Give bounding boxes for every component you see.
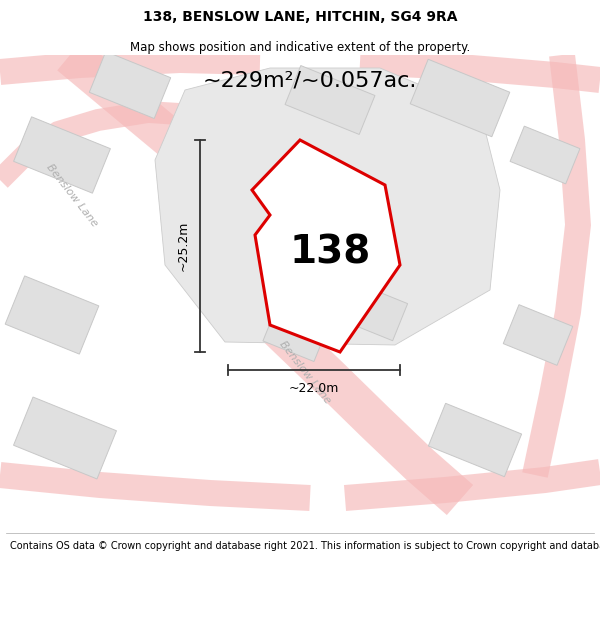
Polygon shape	[285, 66, 375, 134]
Polygon shape	[14, 397, 116, 479]
Polygon shape	[252, 140, 400, 352]
Text: ~25.2m: ~25.2m	[177, 221, 190, 271]
Text: Benslow Lane: Benslow Lane	[44, 162, 100, 228]
Polygon shape	[220, 268, 473, 515]
Polygon shape	[359, 49, 600, 93]
Polygon shape	[0, 101, 196, 188]
Polygon shape	[522, 54, 591, 478]
Polygon shape	[89, 51, 170, 119]
Text: Benslow Lane: Benslow Lane	[277, 339, 332, 406]
Polygon shape	[263, 309, 327, 361]
Polygon shape	[0, 462, 311, 511]
Polygon shape	[510, 126, 580, 184]
Text: 138: 138	[289, 233, 371, 271]
Text: ~229m²/~0.057ac.: ~229m²/~0.057ac.	[203, 70, 417, 90]
Polygon shape	[0, 47, 260, 85]
Polygon shape	[57, 39, 364, 314]
Text: Map shows position and indicative extent of the property.: Map shows position and indicative extent…	[130, 41, 470, 54]
Polygon shape	[503, 304, 573, 366]
Polygon shape	[410, 59, 510, 137]
Text: Contains OS data © Crown copyright and database right 2021. This information is : Contains OS data © Crown copyright and d…	[10, 541, 600, 551]
Polygon shape	[332, 279, 407, 341]
Polygon shape	[14, 117, 110, 193]
Polygon shape	[5, 276, 99, 354]
Text: 138, BENSLOW LANE, HITCHIN, SG4 9RA: 138, BENSLOW LANE, HITCHIN, SG4 9RA	[143, 10, 457, 24]
Text: ~22.0m: ~22.0m	[289, 382, 339, 395]
Polygon shape	[344, 459, 600, 511]
Polygon shape	[155, 68, 500, 345]
Polygon shape	[428, 403, 521, 477]
